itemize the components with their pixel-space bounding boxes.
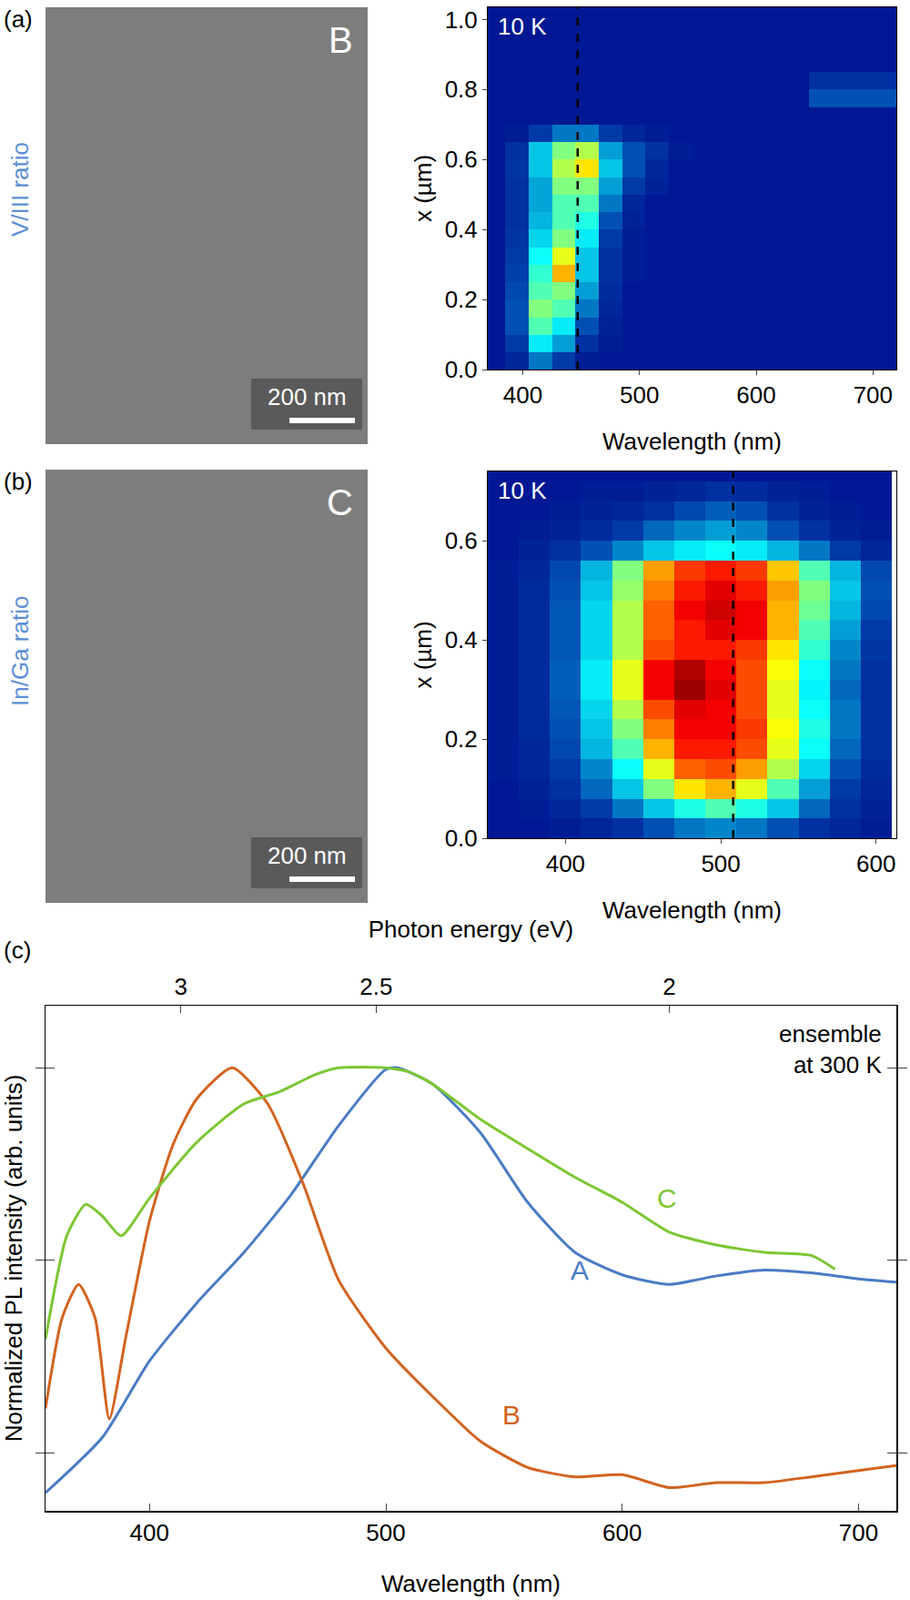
svg-text:600: 600 bbox=[856, 849, 896, 878]
svg-text:600: 600 bbox=[736, 381, 776, 409]
svg-text:ensembleat 300 K: ensembleat 300 K bbox=[778, 1020, 882, 1079]
svg-text:400: 400 bbox=[503, 381, 543, 409]
svg-text:x (µm): x (µm) bbox=[409, 620, 437, 688]
svg-text:500: 500 bbox=[365, 1518, 405, 1547]
svg-text:1.0: 1.0 bbox=[444, 6, 478, 34]
svg-text:(a): (a) bbox=[3, 5, 33, 33]
svg-text:A: A bbox=[570, 1254, 589, 1285]
svg-text:x (µm): x (µm) bbox=[409, 154, 437, 223]
svg-text:2: 2 bbox=[662, 972, 676, 1001]
svg-text:Wavelength (nm): Wavelength (nm) bbox=[602, 427, 782, 455]
svg-text:700: 700 bbox=[839, 1518, 879, 1547]
svg-text:0.6: 0.6 bbox=[444, 145, 478, 173]
svg-text:3: 3 bbox=[174, 972, 188, 1001]
svg-text:400: 400 bbox=[546, 849, 586, 878]
svg-text:Wavelength (nm): Wavelength (nm) bbox=[602, 896, 782, 924]
svg-text:C: C bbox=[326, 482, 354, 523]
svg-text:10 K: 10 K bbox=[497, 12, 547, 41]
svg-text:0.2: 0.2 bbox=[444, 725, 478, 753]
svg-text:400: 400 bbox=[130, 1518, 170, 1547]
svg-text:10 K: 10 K bbox=[497, 476, 547, 505]
svg-text:600: 600 bbox=[602, 1518, 642, 1547]
svg-text:0.8: 0.8 bbox=[444, 75, 478, 103]
svg-text:0.2: 0.2 bbox=[444, 285, 478, 314]
svg-text:200 nm: 200 nm bbox=[267, 383, 347, 411]
svg-text:In/Ga ratio: In/Ga ratio bbox=[6, 596, 34, 707]
svg-text:0.4: 0.4 bbox=[444, 626, 478, 654]
svg-text:B: B bbox=[328, 20, 354, 61]
svg-text:200 nm: 200 nm bbox=[267, 841, 347, 870]
svg-text:B: B bbox=[502, 1399, 521, 1430]
svg-text:V/III ratio: V/III ratio bbox=[6, 141, 34, 237]
svg-text:0.6: 0.6 bbox=[444, 526, 478, 555]
svg-text:0.4: 0.4 bbox=[444, 215, 478, 243]
svg-text:0.0: 0.0 bbox=[444, 824, 478, 852]
svg-text:Photon energy (eV): Photon energy (eV) bbox=[368, 915, 574, 943]
svg-text:(b): (b) bbox=[3, 467, 33, 496]
svg-text:500: 500 bbox=[619, 381, 659, 409]
svg-text:C: C bbox=[657, 1183, 678, 1214]
svg-text:(c): (c) bbox=[3, 936, 31, 964]
svg-text:Normalized PL intensity (arb.: Normalized PL intensity (arb. units) bbox=[0, 1074, 28, 1443]
svg-text:0.0: 0.0 bbox=[444, 355, 478, 384]
svg-text:700: 700 bbox=[853, 381, 893, 409]
svg-text:500: 500 bbox=[700, 849, 740, 878]
svg-text:Wavelength (nm): Wavelength (nm) bbox=[381, 1569, 561, 1598]
svg-text:2.5: 2.5 bbox=[359, 972, 393, 1001]
